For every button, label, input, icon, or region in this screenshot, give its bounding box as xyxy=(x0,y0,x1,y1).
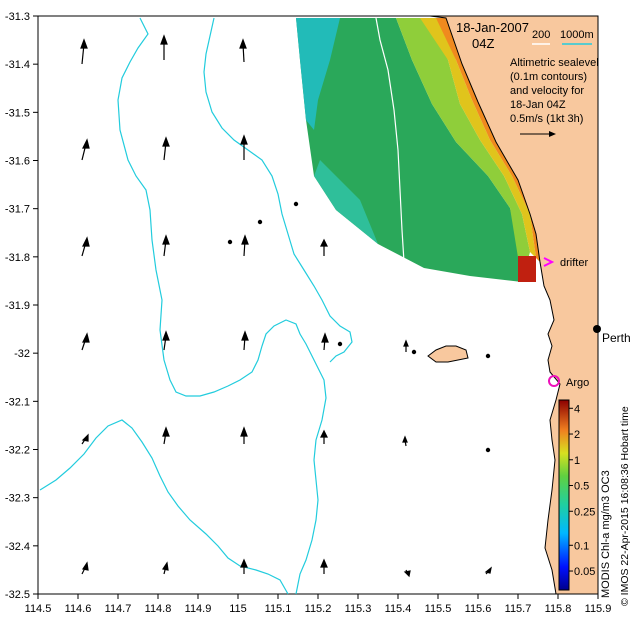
map-time: 04Z xyxy=(472,36,494,51)
drifter-label: drifter xyxy=(560,257,588,269)
colorbar-ticks: 4 2 1 0.5 0.25 0.1 0.05 xyxy=(569,403,595,578)
x-tick-label: 115.8 xyxy=(545,603,572,615)
velocity-arrows xyxy=(80,34,492,578)
colorbar-tick-label: 0.25 xyxy=(574,506,595,518)
velocity-arrow xyxy=(403,569,411,578)
velocity-arrow xyxy=(320,558,328,574)
colorbar-tick-label: 0.5 xyxy=(574,481,589,493)
y-tick-label: -32.2 xyxy=(5,445,30,457)
y-tick-label: -32 xyxy=(14,348,30,360)
y-tick-label: -31.5 xyxy=(5,107,30,119)
x-tick-label: 115.6 xyxy=(465,603,492,615)
x-tick-label: 115.2 xyxy=(305,603,332,615)
velocity-arrow xyxy=(81,561,89,575)
y-tick-label: -31.9 xyxy=(5,300,30,312)
x-tick-label: 115.5 xyxy=(425,603,452,615)
colorbar-tick-label: 0.05 xyxy=(574,566,595,578)
x-axis: 114.5 114.6 114.7 114.8 114.9 115 115.1 115.2 11… xyxy=(25,594,612,615)
perth-label: Perth xyxy=(602,331,631,345)
velocity-arrow xyxy=(241,330,249,351)
velocity-arrow xyxy=(162,330,170,351)
y-tick-label: -32.3 xyxy=(5,493,30,505)
velocity-arrow xyxy=(240,558,248,574)
velocity-arrow xyxy=(403,339,409,352)
y-axis: -31.3 -31.4 -31.5 -31.6 -31.7 -31.8 -31.9 -32 -3… xyxy=(5,11,38,601)
colorbar xyxy=(558,399,570,591)
colorbar-label: MODIS Chl-a mg/m3 OC3 xyxy=(600,470,612,598)
y-tick-label: -31.4 xyxy=(5,59,30,71)
description-line-1: Altimetric sealevel xyxy=(510,57,599,69)
velocity-arrow xyxy=(320,238,328,256)
velocity-arrow xyxy=(241,234,249,257)
y-tick-label: -32.5 xyxy=(5,589,30,601)
rottnest-island xyxy=(427,345,469,363)
velocity-dot xyxy=(485,353,491,359)
colorbar-tick-label: 1 xyxy=(574,455,580,467)
velocity-arrow xyxy=(81,236,90,257)
velocity-dot xyxy=(485,447,491,453)
scale-label-right: 1000m xyxy=(560,29,594,41)
argo-label: Argo xyxy=(566,377,589,389)
velocity-arrow xyxy=(240,134,248,160)
land xyxy=(427,15,599,595)
drifter-marker-icon xyxy=(543,257,555,267)
description-line-4: 18-Jan 04Z xyxy=(510,99,566,111)
colorbar-tick-label: 0.1 xyxy=(574,540,589,552)
description-line-2: (0.1m contours) xyxy=(510,71,587,83)
velocity-dot xyxy=(411,349,417,355)
velocity-arrow xyxy=(162,136,170,161)
velocity-arrow xyxy=(239,38,247,63)
velocity-arrow xyxy=(80,38,88,65)
y-tick-label: -32.4 xyxy=(5,541,30,553)
velocity-arrow xyxy=(162,234,170,257)
velocity-arrow xyxy=(81,138,90,161)
velocity-arrow xyxy=(240,426,248,444)
chlorophyll-field xyxy=(296,18,540,282)
velocity-key-arrow-icon xyxy=(520,131,556,137)
x-tick-label: 115.7 xyxy=(505,603,532,615)
velocity-arrow xyxy=(320,429,328,444)
map-date: 18-Jan-2007 xyxy=(456,20,529,35)
x-tick-label: 114.5 xyxy=(25,603,52,615)
x-tick-label: 115.9 xyxy=(585,603,612,615)
velocity-arrow xyxy=(321,332,329,351)
y-tick-label: -31.6 xyxy=(5,156,30,168)
y-tick-label: -31.3 xyxy=(5,11,30,23)
x-tick-label: 114.8 xyxy=(145,603,172,615)
velocity-arrow xyxy=(160,34,168,60)
velocity-arrow xyxy=(484,566,492,575)
velocity-key-label: 0.5m/s (1kt 3h) xyxy=(510,113,583,125)
x-tick-label: 115 xyxy=(229,603,247,615)
isobaths xyxy=(39,17,353,595)
x-tick-label: 115.3 xyxy=(345,603,372,615)
velocity-arrow xyxy=(81,433,89,445)
x-tick-label: 114.9 xyxy=(185,603,212,615)
scale-label-left: 200 xyxy=(532,29,550,41)
description-line-3: and velocity for xyxy=(510,85,584,97)
argo-marker xyxy=(548,375,560,387)
colorbar-tick-label: 2 xyxy=(574,429,580,441)
velocity-arrow xyxy=(402,435,408,447)
velocity-dot xyxy=(337,341,343,347)
velocity-dot xyxy=(227,239,233,245)
perth-marker xyxy=(593,325,601,333)
velocity-dot xyxy=(257,219,263,225)
y-tick-label: -32.1 xyxy=(5,396,30,408)
x-tick-label: 115.4 xyxy=(385,603,412,615)
y-tick-label: -31.8 xyxy=(5,252,30,264)
colorbar-tick-label: 4 xyxy=(574,403,580,415)
x-tick-label: 114.7 xyxy=(105,603,132,615)
x-tick-label: 115.1 xyxy=(265,603,292,615)
velocity-arrow xyxy=(162,426,170,445)
x-tick-label: 114.6 xyxy=(65,603,92,615)
velocity-arrow xyxy=(81,332,90,351)
y-tick-label: -31.7 xyxy=(5,204,30,216)
sealevel-contour xyxy=(375,17,405,263)
velocity-arrow xyxy=(162,561,169,575)
credit-text: © IMOS 22-Apr-2015 16:08:36 Hobart time xyxy=(619,406,631,606)
velocity-dot xyxy=(293,201,299,207)
